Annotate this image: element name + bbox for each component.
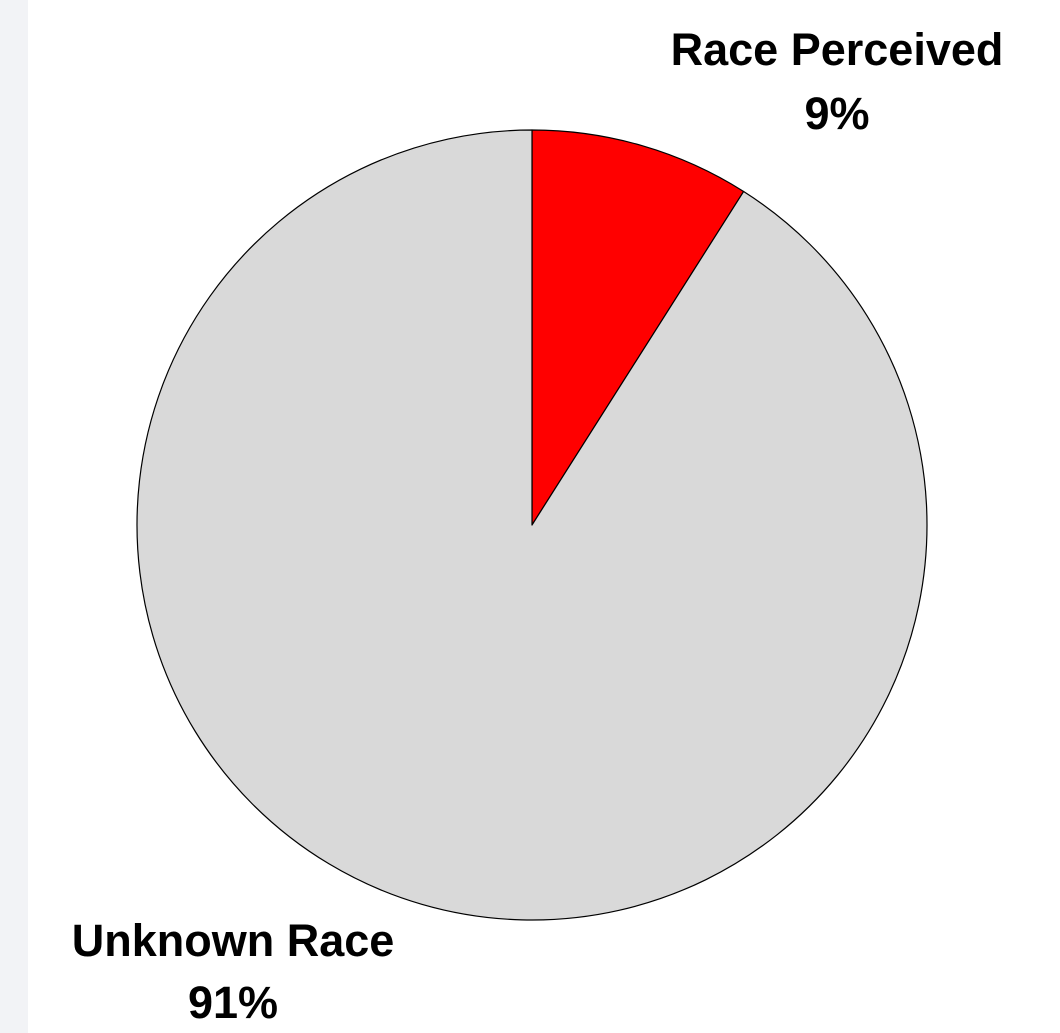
- slice-label-unknown-race-name: Unknown Race: [72, 915, 395, 966]
- slice-label-unknown-race-value: 91%: [188, 977, 278, 1028]
- slice-label-race-perceived-name: Race Perceived: [671, 24, 1004, 75]
- pie-slice-unknown-race: [136, 129, 928, 921]
- pie-slices: [136, 129, 928, 921]
- pie-slice-race-perceived: [531, 129, 745, 526]
- slice-label-race-perceived-value: 9%: [804, 88, 869, 139]
